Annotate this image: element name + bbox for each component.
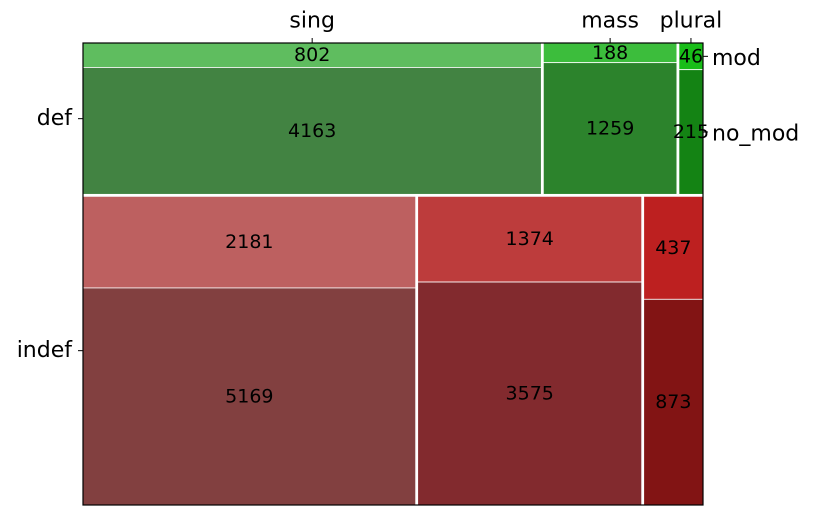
- y-tick-label: def: [37, 106, 74, 131]
- mosaic-cell-indef-mass-mod: [417, 195, 643, 283]
- mosaic-cells: 802 4163 188 1259 46 215 2181 5169 1374 3575 437 87…: [82, 42, 709, 506]
- cell-value-label: 802: [294, 44, 330, 66]
- cell-value-label: 4163: [288, 120, 336, 142]
- mosaic-cell-indef-plural-no_mod: [643, 298, 704, 506]
- mosaic-cell-indef-plural-mod: [643, 195, 704, 300]
- right-tick-label: no_mod: [712, 122, 799, 147]
- cell-value-label: 3575: [506, 383, 554, 405]
- cell-value-label: 1374: [506, 228, 554, 250]
- cell-value-label: 188: [592, 42, 628, 64]
- x-tick-label: mass: [581, 9, 639, 34]
- cell-value-label: 437: [655, 237, 691, 259]
- mosaic-cell-indef-mass-no_mod: [417, 281, 643, 506]
- y-tick-label: indef: [17, 338, 74, 363]
- cell-value-label: 1259: [586, 118, 634, 140]
- mosaic-cell-def-plural-no_mod: [678, 69, 704, 195]
- cell-value-label: 5169: [225, 385, 273, 407]
- cell-value-label: 46: [679, 45, 703, 67]
- right-tick-label: mod: [712, 46, 761, 71]
- mosaic-cell-def-sing-no_mod: [82, 67, 542, 195]
- plot-frame: [82, 42, 704, 506]
- mosaic-cell-indef-sing-no_mod: [82, 287, 417, 506]
- axis-ticks: sing mass plural def indef mod no_mod: [17, 9, 800, 364]
- x-tick-label: sing: [289, 9, 334, 34]
- mosaic-cell-def-sing-mod: [82, 42, 542, 68]
- cell-value-label: 215: [673, 121, 709, 143]
- mosaic-cell-def-mass-no_mod: [542, 62, 678, 195]
- x-tick-label: plural: [660, 9, 723, 34]
- cell-value-label: 873: [655, 391, 691, 413]
- cell-value-label: 2181: [225, 231, 273, 253]
